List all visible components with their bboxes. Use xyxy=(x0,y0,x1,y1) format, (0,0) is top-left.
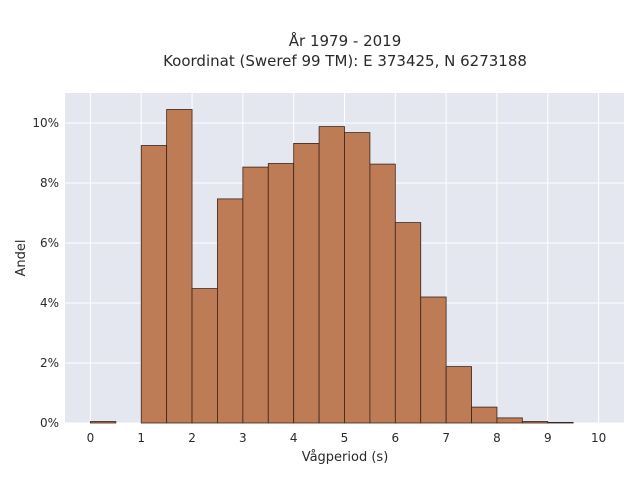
histogram-bar xyxy=(191,288,218,424)
y-tick-labels: 0% 2% 4% 6% 8% 10% xyxy=(32,116,59,430)
histogram-bar xyxy=(267,163,295,424)
x-tick-label: 4 xyxy=(290,431,298,445)
x-tick-label: 6 xyxy=(391,431,399,445)
histogram-bar xyxy=(140,145,168,424)
x-tick-label: 10 xyxy=(591,431,606,445)
y-tick-label: 0% xyxy=(40,416,59,430)
histogram-bar xyxy=(217,198,244,424)
y-tick-label: 2% xyxy=(40,356,59,370)
x-tick-label: 9 xyxy=(544,431,552,445)
x-tick-label: 7 xyxy=(442,431,450,445)
histogram-bar xyxy=(293,142,320,424)
histogram-bar xyxy=(521,421,549,424)
y-axis-label: Andel xyxy=(14,240,29,277)
histogram-bar xyxy=(369,163,396,424)
histogram-bar xyxy=(344,132,371,424)
x-tick-labels: 0 1 2 3 4 5 6 7 8 9 10 xyxy=(87,431,607,445)
histogram-bar xyxy=(90,421,117,424)
x-tick-label: 1 xyxy=(137,431,145,445)
histogram-bar xyxy=(394,222,422,424)
chart-title-line-1: År 1979 - 2019 xyxy=(289,31,402,50)
histogram-bar xyxy=(166,109,193,424)
bars xyxy=(90,109,574,424)
x-tick-label: 5 xyxy=(341,431,349,445)
histogram-bar xyxy=(420,296,447,424)
histogram-bar xyxy=(547,421,574,424)
x-tick-label: 0 xyxy=(87,431,95,445)
y-tick-label: 8% xyxy=(40,176,59,190)
histogram-bar xyxy=(242,166,269,424)
histogram-bar xyxy=(496,417,523,424)
histogram-bar xyxy=(318,126,345,424)
x-axis-label: Vågperiod (s) xyxy=(302,450,389,465)
x-tick-label: 8 xyxy=(493,431,501,445)
x-tick-label: 2 xyxy=(188,431,196,445)
chart-title-line-2: Koordinat (Sweref 99 TM): E 373425, N 62… xyxy=(163,52,527,70)
y-tick-label: 10% xyxy=(32,116,59,130)
histogram-bar xyxy=(471,406,498,424)
y-tick-label: 6% xyxy=(40,236,59,250)
x-tick-label: 3 xyxy=(239,431,247,445)
histogram-bar xyxy=(445,366,472,424)
y-tick-label: 4% xyxy=(40,296,59,310)
